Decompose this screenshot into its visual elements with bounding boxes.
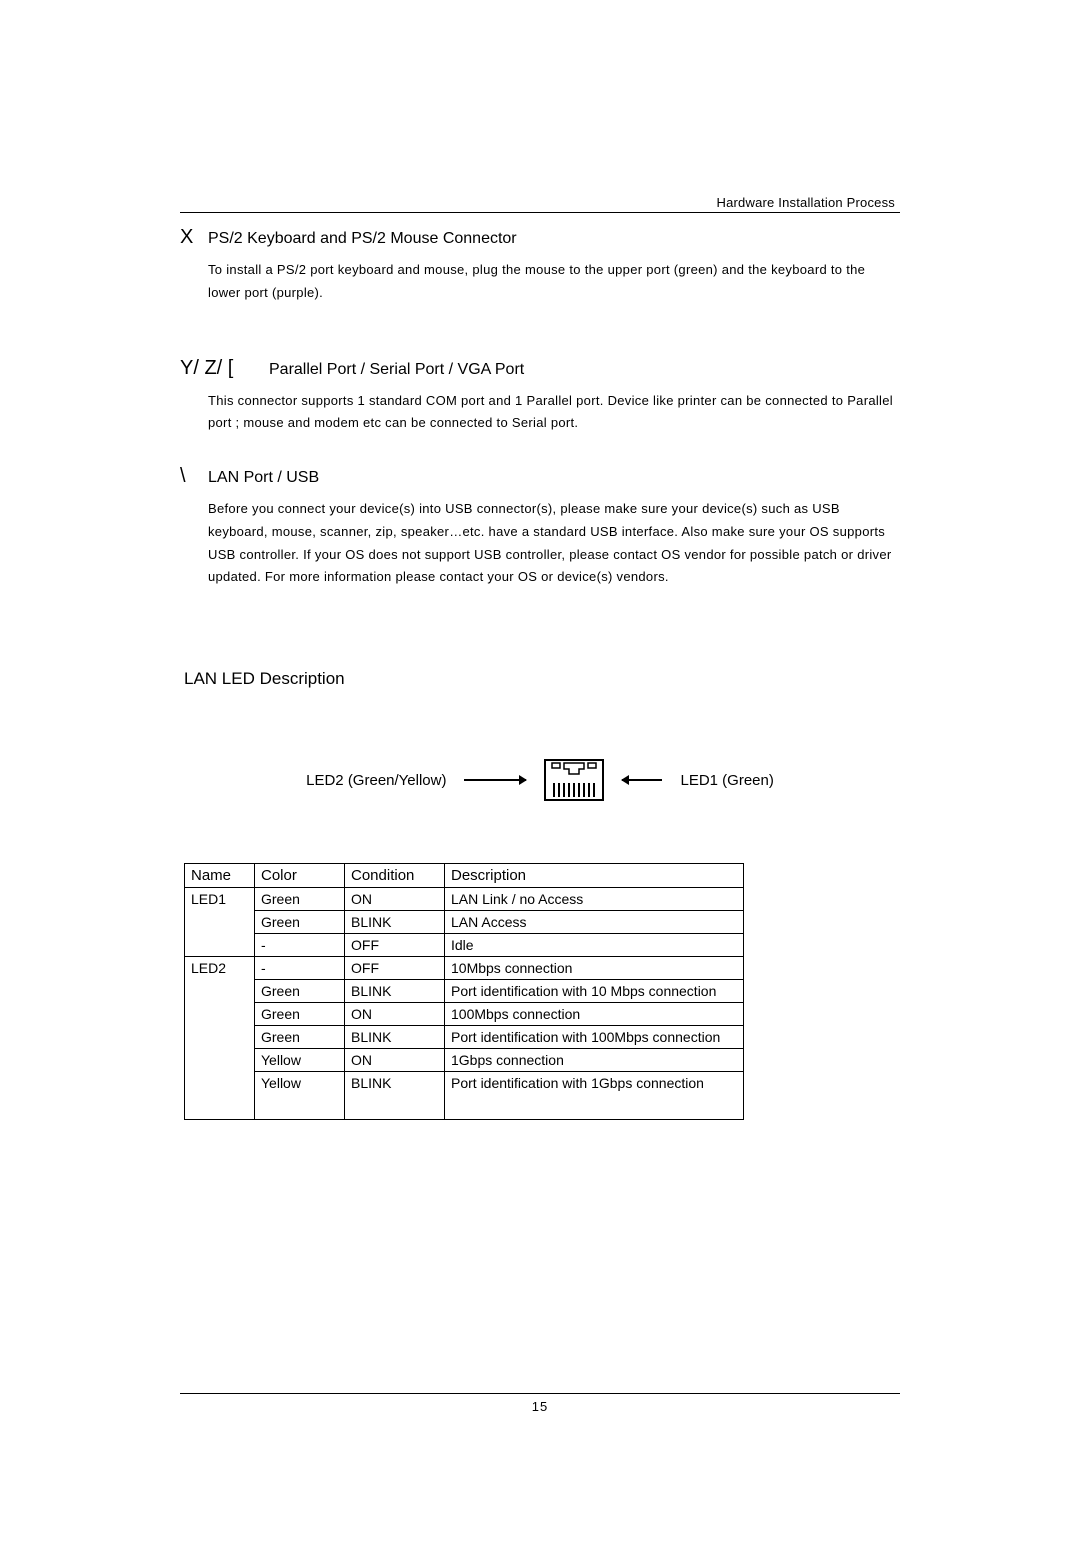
table-row: Green BLINK Port identification with 10 … — [185, 980, 744, 1003]
cell-description: Port identification with 1Gbps connectio… — [445, 1072, 744, 1120]
header-divider — [180, 212, 900, 213]
cell-description: Port identification with 100Mbps connect… — [445, 1026, 744, 1049]
led2-label: LED2 (Green/Yellow) — [306, 772, 446, 789]
th-name: Name — [185, 864, 255, 888]
section-lan-usb: \ LAN Port / USB Before you connect your… — [180, 465, 900, 589]
section-marker: \ — [180, 465, 194, 488]
cell-color: Yellow — [255, 1049, 345, 1072]
cell-condition: OFF — [345, 957, 445, 980]
cell-description: 100Mbps connection — [445, 1003, 744, 1026]
cell-color: Yellow — [255, 1072, 345, 1120]
led1-label: LED1 (Green) — [680, 772, 773, 789]
footer-divider — [180, 1393, 900, 1394]
table-row: Green BLINK Port identification with 100… — [185, 1026, 744, 1049]
cell-description: LAN Access — [445, 911, 744, 934]
section-marker: X — [180, 226, 194, 249]
cell-color: - — [255, 934, 345, 957]
cell-condition: BLINK — [345, 1072, 445, 1120]
header-right-text: Hardware Installation Process — [717, 195, 896, 210]
section-title: LAN Port / USB — [208, 469, 319, 487]
rj45-port-icon — [544, 759, 604, 801]
cell-condition: ON — [345, 1049, 445, 1072]
cell-color: Green — [255, 980, 345, 1003]
led-table: Name Color Condition Description LED1 Gr… — [184, 863, 900, 1120]
cell-description: Port identification with 10 Mbps connect… — [445, 980, 744, 1003]
cell-name: LED1 — [185, 888, 255, 957]
table-row: Green BLINK LAN Access — [185, 911, 744, 934]
cell-description: 10Mbps connection — [445, 957, 744, 980]
arrow-right-icon — [464, 779, 526, 781]
table-row: - OFF Idle — [185, 934, 744, 957]
arrow-left-icon — [622, 779, 662, 781]
lan-led-diagram: LED2 (Green/Yellow) — [180, 759, 900, 801]
section-marker: Y/ Z/ [ — [180, 357, 255, 380]
cell-color: Green — [255, 1003, 345, 1026]
th-color: Color — [255, 864, 345, 888]
section-ps2: X PS/2 Keyboard and PS/2 Mouse Connector… — [180, 226, 900, 305]
table-row: Yellow BLINK Port identification with 1G… — [185, 1072, 744, 1120]
table-row: LED2 - OFF 10Mbps connection — [185, 957, 744, 980]
table-row: Yellow ON 1Gbps connection — [185, 1049, 744, 1072]
section-title: PS/2 Keyboard and PS/2 Mouse Connector — [208, 230, 517, 248]
page-number: 15 — [0, 1399, 1080, 1414]
cell-description: LAN Link / no Access — [445, 888, 744, 911]
lan-led-title: LAN LED Description — [184, 669, 900, 689]
cell-condition: BLINK — [345, 911, 445, 934]
th-condition: Condition — [345, 864, 445, 888]
cell-condition: ON — [345, 1003, 445, 1026]
section-title: Parallel Port / Serial Port / VGA Port — [269, 361, 524, 379]
cell-color: Green — [255, 1026, 345, 1049]
section-parallel-serial-vga: Y/ Z/ [ Parallel Port / Serial Port / VG… — [180, 357, 900, 436]
cell-color: Green — [255, 911, 345, 934]
th-description: Description — [445, 864, 744, 888]
table-row: LED1 Green ON LAN Link / no Access — [185, 888, 744, 911]
section-header: \ LAN Port / USB — [180, 465, 900, 488]
cell-color: Green — [255, 888, 345, 911]
section-body: To install a PS/2 port keyboard and mous… — [208, 259, 900, 305]
section-body: This connector supports 1 standard COM p… — [208, 390, 900, 436]
cell-condition: BLINK — [345, 1026, 445, 1049]
page: Hardware Installation Process X PS/2 Key… — [0, 0, 1080, 1564]
cell-description: Idle — [445, 934, 744, 957]
cell-condition: OFF — [345, 934, 445, 957]
cell-condition: ON — [345, 888, 445, 911]
section-header: X PS/2 Keyboard and PS/2 Mouse Connector — [180, 226, 900, 249]
table-row: Green ON 100Mbps connection — [185, 1003, 744, 1026]
cell-description: 1Gbps connection — [445, 1049, 744, 1072]
table-header-row: Name Color Condition Description — [185, 864, 744, 888]
cell-condition: BLINK — [345, 980, 445, 1003]
section-body: Before you connect your device(s) into U… — [208, 498, 900, 589]
cell-color: - — [255, 957, 345, 980]
cell-name: LED2 — [185, 957, 255, 1120]
section-header: Y/ Z/ [ Parallel Port / Serial Port / VG… — [180, 357, 900, 380]
